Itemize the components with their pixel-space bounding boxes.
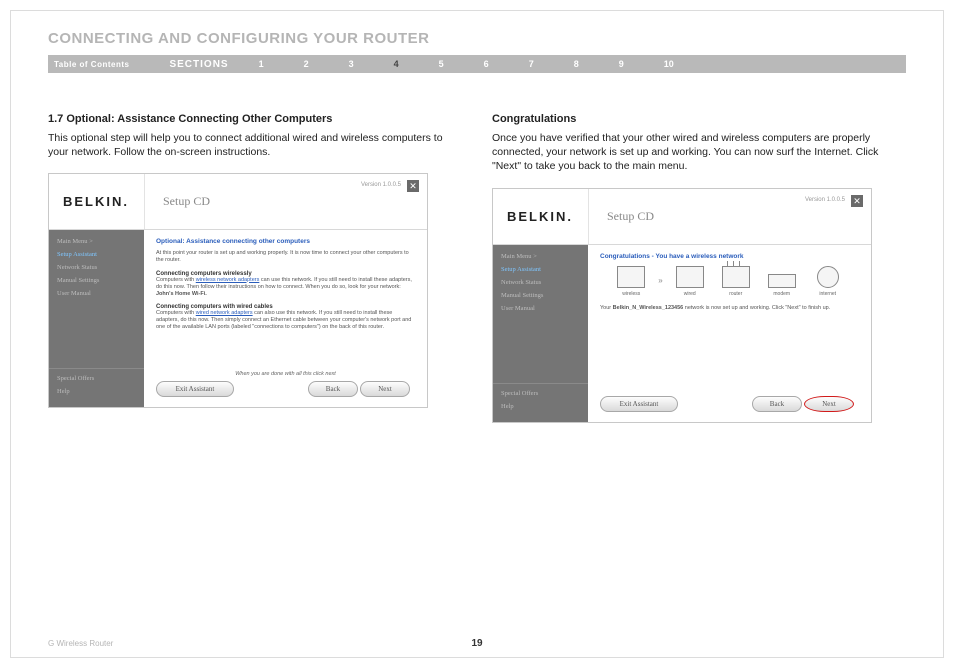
nav-num-8[interactable]: 8 — [574, 59, 579, 69]
shot1-buttons: Exit Assistant Back Next — [156, 381, 415, 401]
sidebar-item-offers[interactable]: Special Offers — [57, 375, 136, 382]
lbl-modem: modem — [773, 291, 790, 297]
dev-modem: modem — [763, 274, 801, 297]
shot1-p2a: Computers with — [156, 277, 196, 283]
shot2-heading: Congratulations - You have a wireless ne… — [600, 253, 859, 260]
shot2-main: Congratulations - You have a wireless ne… — [588, 245, 871, 422]
close-icon[interactable]: ✕ — [407, 180, 419, 192]
belkin-logo: BELKIN. — [49, 194, 144, 209]
shot2-body: Main Menu > Setup Assistant Network Stat… — [493, 245, 871, 422]
sidebar-item-help[interactable]: Help — [57, 388, 136, 395]
sidebar2-item-status[interactable]: Network Status — [501, 279, 580, 286]
nav-num-1[interactable]: 1 — [259, 59, 264, 69]
page-content: CONNECTING AND CONFIGURING YOUR ROUTER T… — [48, 30, 906, 423]
shot-body: Main Menu > Setup Assistant Network Stat… — [49, 230, 427, 407]
shot1-wired-text: Computers with wired network adapters ca… — [156, 310, 415, 331]
lbl-wireless: wireless — [622, 291, 640, 297]
nav-num-4[interactable]: 4 — [394, 59, 399, 69]
lbl-wired: wired — [684, 291, 696, 297]
sidebar-item-main[interactable]: Main Menu > — [57, 238, 136, 245]
wireless-wave-icon: » — [658, 270, 662, 292]
shot-version: Version 1.0.0.5 — [361, 182, 401, 188]
exit-assistant-button[interactable]: Exit Assistant — [156, 381, 234, 397]
nav-num-5[interactable]: 5 — [439, 59, 444, 69]
nav-num-10[interactable]: 10 — [664, 59, 674, 69]
laptop-icon — [617, 266, 645, 288]
sidebar2-item-help[interactable]: Help — [501, 403, 580, 410]
dev-wired: wired — [671, 266, 709, 297]
shot1-network-name: John's Home Wi-Fi. — [156, 291, 207, 297]
nav-section-numbers: 1 2 3 4 5 6 7 8 9 10 — [259, 59, 900, 69]
shot1-wireless-text: Computers with wireless network adapters… — [156, 277, 415, 298]
sidebar2-item-manual-settings[interactable]: Manual Settings — [501, 292, 580, 299]
shot-main: Optional: Assistance connecting other co… — [144, 230, 427, 407]
left-heading: 1.7 Optional: Assistance Connecting Othe… — [48, 113, 462, 125]
shot2-sidebar: Main Menu > Setup Assistant Network Stat… — [493, 245, 588, 422]
shot2-version: Version 1.0.0.5 — [805, 197, 845, 203]
dev-router: router — [717, 266, 755, 297]
sidebar-item-manual-settings[interactable]: Manual Settings — [57, 277, 136, 284]
nav-num-6[interactable]: 6 — [484, 59, 489, 69]
right-column: Congratulations Once you have verified t… — [492, 113, 906, 423]
shot1-intro: At this point your router is set up and … — [156, 250, 415, 264]
network-diagram: wireless » wired router modem internet — [600, 266, 859, 297]
back-button[interactable]: Back — [308, 381, 358, 397]
desktop-icon — [676, 266, 704, 288]
sidebar2-item-user-manual[interactable]: User Manual — [501, 305, 580, 312]
shot-header: BELKIN. Setup CD Version 1.0.0.5 ✕ — [49, 174, 427, 230]
shot2-header: BELKIN. Setup CD Version 1.0.0.5 ✕ — [493, 189, 871, 245]
sidebar2-item-offers[interactable]: Special Offers — [501, 390, 580, 397]
shot1-hint: When you are done with all this click ne… — [156, 371, 415, 377]
sidebar-item-setup[interactable]: Setup Assistant — [57, 251, 136, 258]
dev-wireless: wireless — [612, 266, 650, 297]
next-button[interactable]: Next — [360, 381, 410, 397]
section-nav-bar: Table of Contents SECTIONS 1 2 3 4 5 6 7… — [48, 55, 906, 73]
shot2-msg-a: Your — [600, 305, 613, 311]
screenshot-assistance: BELKIN. Setup CD Version 1.0.0.5 ✕ Main … — [48, 173, 428, 408]
globe-icon — [817, 266, 839, 288]
nav-sections-label: SECTIONS — [169, 59, 228, 70]
screenshot-congrats: BELKIN. Setup CD Version 1.0.0.5 ✕ Main … — [492, 188, 872, 423]
belkin-logo-2: BELKIN. — [493, 209, 588, 224]
nav-num-7[interactable]: 7 — [529, 59, 534, 69]
sidebar2-item-main[interactable]: Main Menu > — [501, 253, 580, 260]
wired-adapters-link[interactable]: wired network adapters — [196, 310, 253, 316]
right-heading: Congratulations — [492, 113, 906, 125]
sidebar-item-status[interactable]: Network Status — [57, 264, 136, 271]
nav-num-3[interactable]: 3 — [349, 59, 354, 69]
nav-num-9[interactable]: 9 — [619, 59, 624, 69]
exit-assistant-button-2[interactable]: Exit Assistant — [600, 396, 678, 412]
sidebar-item-user-manual[interactable]: User Manual — [57, 290, 136, 297]
close-icon-2[interactable]: ✕ — [851, 195, 863, 207]
dev-internet: internet — [809, 266, 847, 297]
wireless-adapters-link[interactable]: wireless network adapters — [196, 277, 260, 283]
lbl-router: router — [729, 291, 742, 297]
page-footer: G Wireless Router 19 — [48, 639, 906, 648]
nav-toc-link[interactable]: Table of Contents — [54, 60, 129, 69]
page-number: 19 — [48, 638, 906, 649]
lbl-internet: internet — [819, 291, 836, 297]
nav-num-2[interactable]: 2 — [304, 59, 309, 69]
router-icon — [722, 266, 750, 288]
left-paragraph: This optional step will help you to conn… — [48, 131, 462, 159]
chapter-title: CONNECTING AND CONFIGURING YOUR ROUTER — [48, 30, 906, 47]
shot2-buttons: Exit Assistant Back Next — [600, 396, 859, 416]
next-button-highlighted[interactable]: Next — [804, 396, 854, 412]
shot2-msg-b: network is now set up and working. Click… — [683, 305, 830, 311]
shot-sidebar: Main Menu > Setup Assistant Network Stat… — [49, 230, 144, 407]
shot1-p3a: Computers with — [156, 310, 196, 316]
shot2-network-name: Belkin_N_Wireless_123456 — [613, 305, 684, 311]
shot2-msg: Your Belkin_N_Wireless_123456 network is… — [600, 305, 859, 312]
shot1-heading: Optional: Assistance connecting other co… — [156, 238, 415, 245]
back-button-2[interactable]: Back — [752, 396, 802, 412]
sidebar2-item-setup[interactable]: Setup Assistant — [501, 266, 580, 273]
right-paragraph: Once you have verified that your other w… — [492, 131, 906, 174]
left-column: 1.7 Optional: Assistance Connecting Othe… — [48, 113, 462, 423]
content-columns: 1.7 Optional: Assistance Connecting Othe… — [48, 113, 906, 423]
modem-icon — [768, 274, 796, 288]
